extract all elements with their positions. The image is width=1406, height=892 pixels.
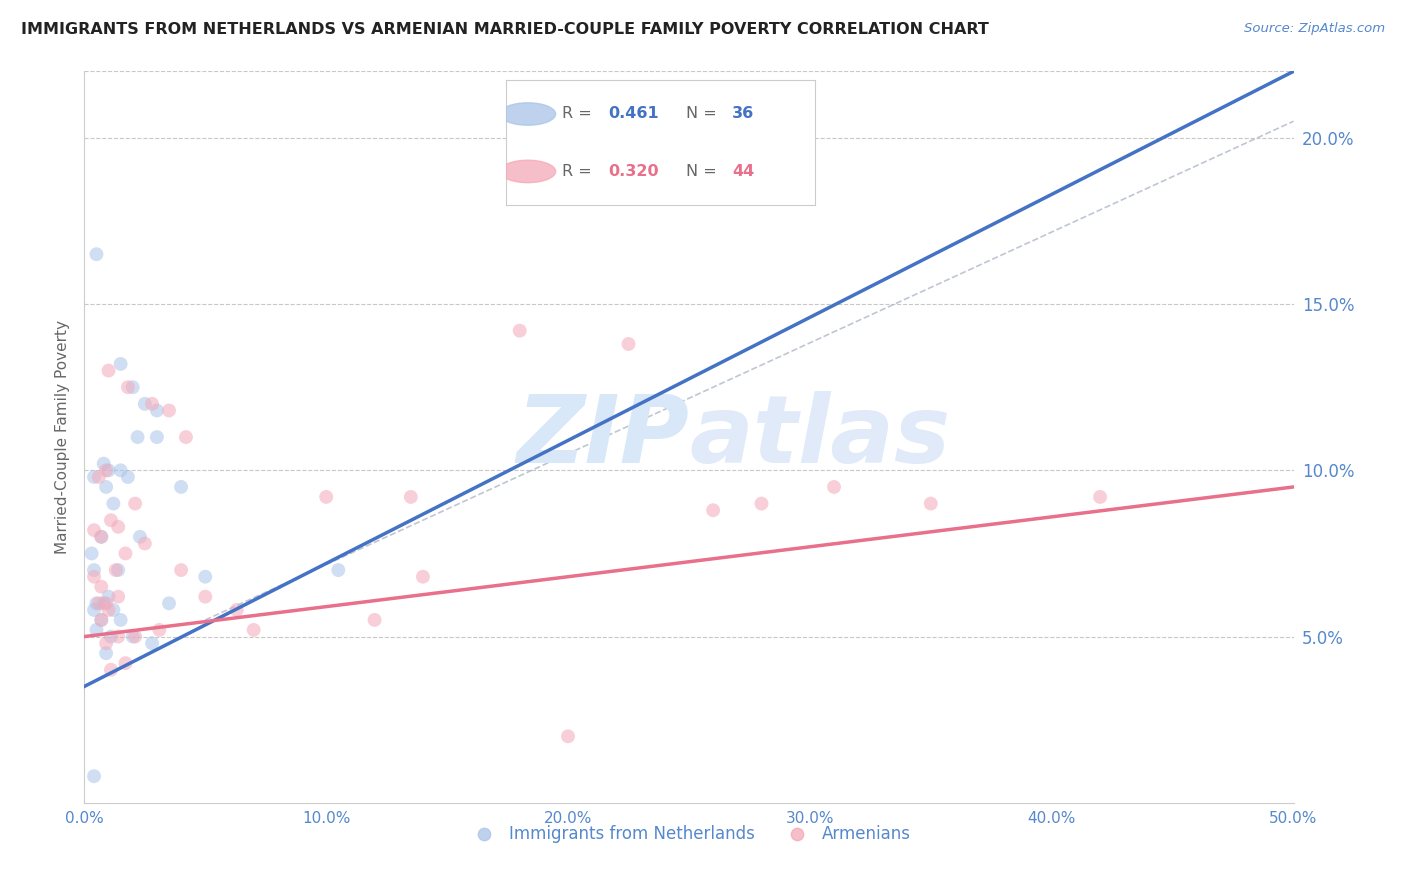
Point bbox=[412, 570, 434, 584]
Point bbox=[121, 630, 143, 644]
Point bbox=[100, 663, 122, 677]
Point bbox=[1088, 490, 1111, 504]
Point bbox=[146, 403, 169, 417]
Point bbox=[110, 357, 132, 371]
Point bbox=[110, 613, 132, 627]
Point bbox=[617, 337, 640, 351]
Text: ZIP: ZIP bbox=[516, 391, 689, 483]
Point bbox=[148, 623, 170, 637]
Text: N =: N = bbox=[686, 164, 721, 179]
Point bbox=[110, 463, 132, 477]
Point bbox=[315, 490, 337, 504]
Point bbox=[157, 596, 180, 610]
Point bbox=[90, 530, 112, 544]
Point bbox=[83, 470, 105, 484]
Point bbox=[920, 497, 942, 511]
Point bbox=[94, 636, 117, 650]
Point bbox=[107, 520, 129, 534]
Point bbox=[225, 603, 247, 617]
Point bbox=[90, 580, 112, 594]
Point bbox=[93, 596, 115, 610]
Point bbox=[141, 636, 163, 650]
Point bbox=[103, 497, 125, 511]
Point bbox=[174, 430, 197, 444]
Point bbox=[87, 470, 110, 484]
Point bbox=[121, 380, 143, 394]
Point bbox=[134, 536, 156, 550]
Point bbox=[117, 380, 139, 394]
Point bbox=[90, 613, 112, 627]
Point bbox=[86, 247, 108, 261]
Point bbox=[107, 630, 129, 644]
Point bbox=[90, 613, 112, 627]
Point bbox=[363, 613, 385, 627]
Point bbox=[97, 590, 120, 604]
Point bbox=[127, 430, 149, 444]
Point bbox=[702, 503, 724, 517]
Point bbox=[146, 430, 169, 444]
Point bbox=[124, 497, 146, 511]
Point bbox=[107, 590, 129, 604]
Point bbox=[117, 470, 139, 484]
Text: R =: R = bbox=[562, 106, 596, 121]
Circle shape bbox=[501, 161, 555, 183]
Point bbox=[557, 729, 579, 743]
Point bbox=[97, 463, 120, 477]
Point bbox=[87, 596, 110, 610]
Point bbox=[83, 769, 105, 783]
Point bbox=[114, 656, 136, 670]
Text: 44: 44 bbox=[733, 164, 754, 179]
Point bbox=[141, 397, 163, 411]
Text: 0.320: 0.320 bbox=[609, 164, 659, 179]
Point bbox=[114, 546, 136, 560]
Point bbox=[170, 480, 193, 494]
Point bbox=[328, 563, 350, 577]
Point bbox=[94, 463, 117, 477]
Point bbox=[83, 570, 105, 584]
Text: 0.461: 0.461 bbox=[609, 106, 659, 121]
Legend: Immigrants from Netherlands, Armenians: Immigrants from Netherlands, Armenians bbox=[461, 818, 917, 849]
Point bbox=[124, 630, 146, 644]
Point bbox=[83, 563, 105, 577]
Point bbox=[94, 596, 117, 610]
Point bbox=[93, 457, 115, 471]
Point bbox=[100, 513, 122, 527]
Point bbox=[86, 596, 108, 610]
Point bbox=[751, 497, 773, 511]
Point bbox=[399, 490, 422, 504]
Point bbox=[90, 530, 112, 544]
Text: Source: ZipAtlas.com: Source: ZipAtlas.com bbox=[1244, 22, 1385, 36]
Text: IMMIGRANTS FROM NETHERLANDS VS ARMENIAN MARRIED-COUPLE FAMILY POVERTY CORRELATIO: IMMIGRANTS FROM NETHERLANDS VS ARMENIAN … bbox=[21, 22, 988, 37]
Text: 36: 36 bbox=[733, 106, 754, 121]
Point bbox=[86, 623, 108, 637]
Point bbox=[97, 603, 120, 617]
Point bbox=[83, 523, 105, 537]
Point bbox=[194, 590, 217, 604]
Point bbox=[107, 563, 129, 577]
Point bbox=[104, 563, 127, 577]
Y-axis label: Married-Couple Family Poverty: Married-Couple Family Poverty bbox=[55, 320, 70, 554]
Point bbox=[823, 480, 845, 494]
Point bbox=[129, 530, 152, 544]
Point bbox=[242, 623, 264, 637]
Point bbox=[134, 397, 156, 411]
Point bbox=[97, 363, 120, 377]
Point bbox=[157, 403, 180, 417]
Point bbox=[194, 570, 217, 584]
Circle shape bbox=[501, 103, 555, 125]
Point bbox=[83, 603, 105, 617]
Point bbox=[509, 324, 531, 338]
Text: atlas: atlas bbox=[689, 391, 950, 483]
Point bbox=[94, 480, 117, 494]
Point bbox=[80, 546, 103, 560]
Text: R =: R = bbox=[562, 164, 596, 179]
Point bbox=[170, 563, 193, 577]
Point bbox=[100, 630, 122, 644]
Text: N =: N = bbox=[686, 106, 721, 121]
Point bbox=[94, 646, 117, 660]
Point bbox=[103, 603, 125, 617]
